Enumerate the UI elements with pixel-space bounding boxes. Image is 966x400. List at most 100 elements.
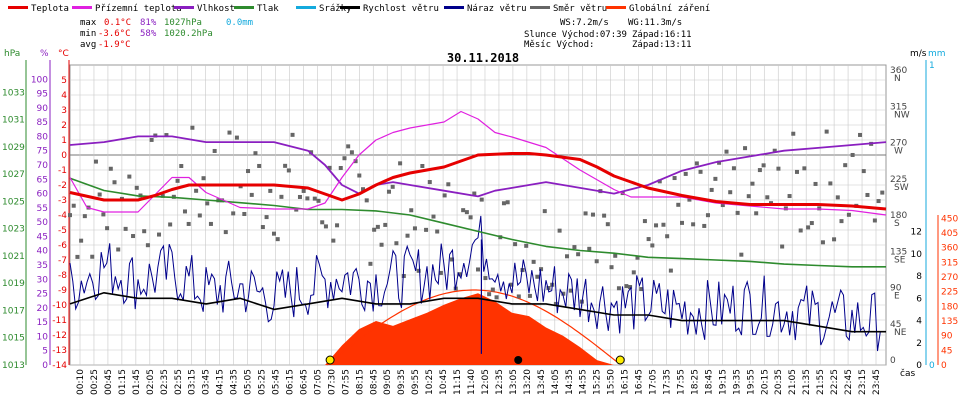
wind-dir-point xyxy=(301,188,306,193)
dir-tick-compass: NW xyxy=(894,110,910,120)
wind-dir-point xyxy=(509,282,514,287)
wind-dir-point xyxy=(257,163,262,168)
wind-dir-point xyxy=(724,149,729,154)
plot-area xyxy=(68,110,887,366)
wind-dir-point xyxy=(520,268,525,273)
stat-max-temp: 0.1°C xyxy=(104,18,131,28)
wind-dir-point xyxy=(71,203,76,208)
series-pressure xyxy=(69,177,886,268)
temp-tick: 2 xyxy=(61,121,67,131)
wind-dir-point xyxy=(372,227,377,232)
x-tick-label: 09:55 xyxy=(411,369,421,395)
wind-dir-point xyxy=(705,213,710,218)
wind-dir-point xyxy=(323,224,328,229)
wind-dir-point xyxy=(553,301,558,306)
dir-tick: 45 xyxy=(890,320,901,330)
x-tick-label: 17:35 xyxy=(663,369,673,395)
pct-tick: 30 xyxy=(37,275,49,285)
wind-dir-point xyxy=(501,201,506,206)
wind-dir-point xyxy=(828,181,833,186)
wind-dir-point xyxy=(442,193,447,198)
mm-tick: 0 xyxy=(929,361,935,371)
dir-tick: 360 xyxy=(890,66,907,76)
wind-dir-point xyxy=(687,197,692,202)
x-tick-label: 17:05 xyxy=(649,369,659,395)
dir-tick: 135 xyxy=(890,247,907,257)
temp-tick: -3 xyxy=(58,196,67,206)
wind-dir-point xyxy=(565,254,570,259)
wind-dir-point xyxy=(75,254,80,259)
wm2-tick: 135 xyxy=(941,317,958,327)
legend-swatch-rychlost xyxy=(340,6,360,9)
pct-tick: 15 xyxy=(37,318,48,328)
stat-mesic-zapad: Západ:13:11 xyxy=(632,40,692,50)
x-tick-label: 14:35 xyxy=(565,369,575,395)
pct-tick: 75 xyxy=(37,147,48,157)
mm-tick: 1 xyxy=(929,61,935,71)
wind-dir-point xyxy=(312,196,317,201)
legend-swatch-naraz xyxy=(444,6,464,9)
x-tick-label: 09:05 xyxy=(383,369,393,395)
wind-dir-point xyxy=(668,268,673,273)
x-tick-label: 05:05 xyxy=(244,369,254,395)
temp-tick: -10 xyxy=(52,301,67,311)
wind-dir-point xyxy=(487,292,492,297)
stat-avg-temp: -1.9°C xyxy=(98,40,131,50)
temp-tick: -5 xyxy=(58,226,67,236)
temp-tick: -11 xyxy=(52,316,67,326)
pct-tick: 40 xyxy=(37,247,49,257)
temp-tick: 1 xyxy=(61,136,67,146)
x-tick-label: 16:45 xyxy=(635,369,645,395)
wind-dir-point xyxy=(602,213,607,218)
x-tick-label: 00:45 xyxy=(104,369,114,395)
wind-dir-point xyxy=(79,238,84,243)
wind-dir-point xyxy=(108,166,113,171)
axis-hpa-label: hPa xyxy=(4,49,20,59)
legend-swatch-rosny_bod xyxy=(72,6,92,9)
wind-dir-point xyxy=(134,185,139,190)
ms-tick: 4 xyxy=(916,317,922,327)
legend-label-smer: Směr větru xyxy=(553,4,607,14)
dir-tick-compass: SW xyxy=(894,183,909,193)
wind-dir-point xyxy=(412,226,417,231)
dir-tick-compass: S xyxy=(894,219,900,229)
stat-min-hum: 58% xyxy=(140,29,157,39)
pct-tick: 70 xyxy=(37,161,49,171)
wind-dir-point xyxy=(275,237,280,242)
wind-dir-point xyxy=(472,191,477,196)
wm2-tick: 225 xyxy=(941,288,958,298)
wind-dir-point xyxy=(613,253,618,258)
x-tick-label: 21:35 xyxy=(802,369,812,395)
x-tick-label: 14:55 xyxy=(579,369,589,395)
wind-dir-point xyxy=(383,222,388,227)
legend-label-srazky: Srážky xyxy=(319,4,352,14)
x-tick-label: 10:25 xyxy=(425,369,435,395)
temp-tick: -4 xyxy=(58,211,67,221)
wind-dir-point xyxy=(583,211,588,216)
wind-dir-point xyxy=(182,209,187,214)
wind-dir-point xyxy=(316,198,321,203)
wind-dir-point xyxy=(757,168,762,173)
wind-dir-point xyxy=(450,257,455,262)
x-tick-label: 18:45 xyxy=(704,369,714,395)
temp-tick: -12 xyxy=(52,331,67,341)
x-tick-label: 20:35 xyxy=(774,369,784,395)
wind-dir-point xyxy=(880,190,885,195)
dir-tick-compass: NE xyxy=(894,328,907,338)
temp-tick: -9 xyxy=(58,286,67,296)
wind-dir-point xyxy=(246,169,251,174)
wind-dir-point xyxy=(791,131,796,136)
wind-dir-point xyxy=(420,164,425,169)
stat-slunce: Slunce Východ:07:39 xyxy=(524,30,627,40)
x-tick-label: 03:15 xyxy=(188,369,198,395)
wind-dir-point xyxy=(654,223,659,228)
wind-dir-point xyxy=(205,201,210,206)
wind-dir-point xyxy=(817,206,822,211)
wind-dir-point xyxy=(331,238,336,243)
wind-dir-point xyxy=(576,252,581,257)
wind-dir-point xyxy=(82,214,87,219)
series-wind-speed xyxy=(69,291,886,333)
sun-marker xyxy=(615,355,625,365)
temp-tick: -7 xyxy=(58,256,67,266)
x-tick-label: 07:05 xyxy=(313,369,323,395)
